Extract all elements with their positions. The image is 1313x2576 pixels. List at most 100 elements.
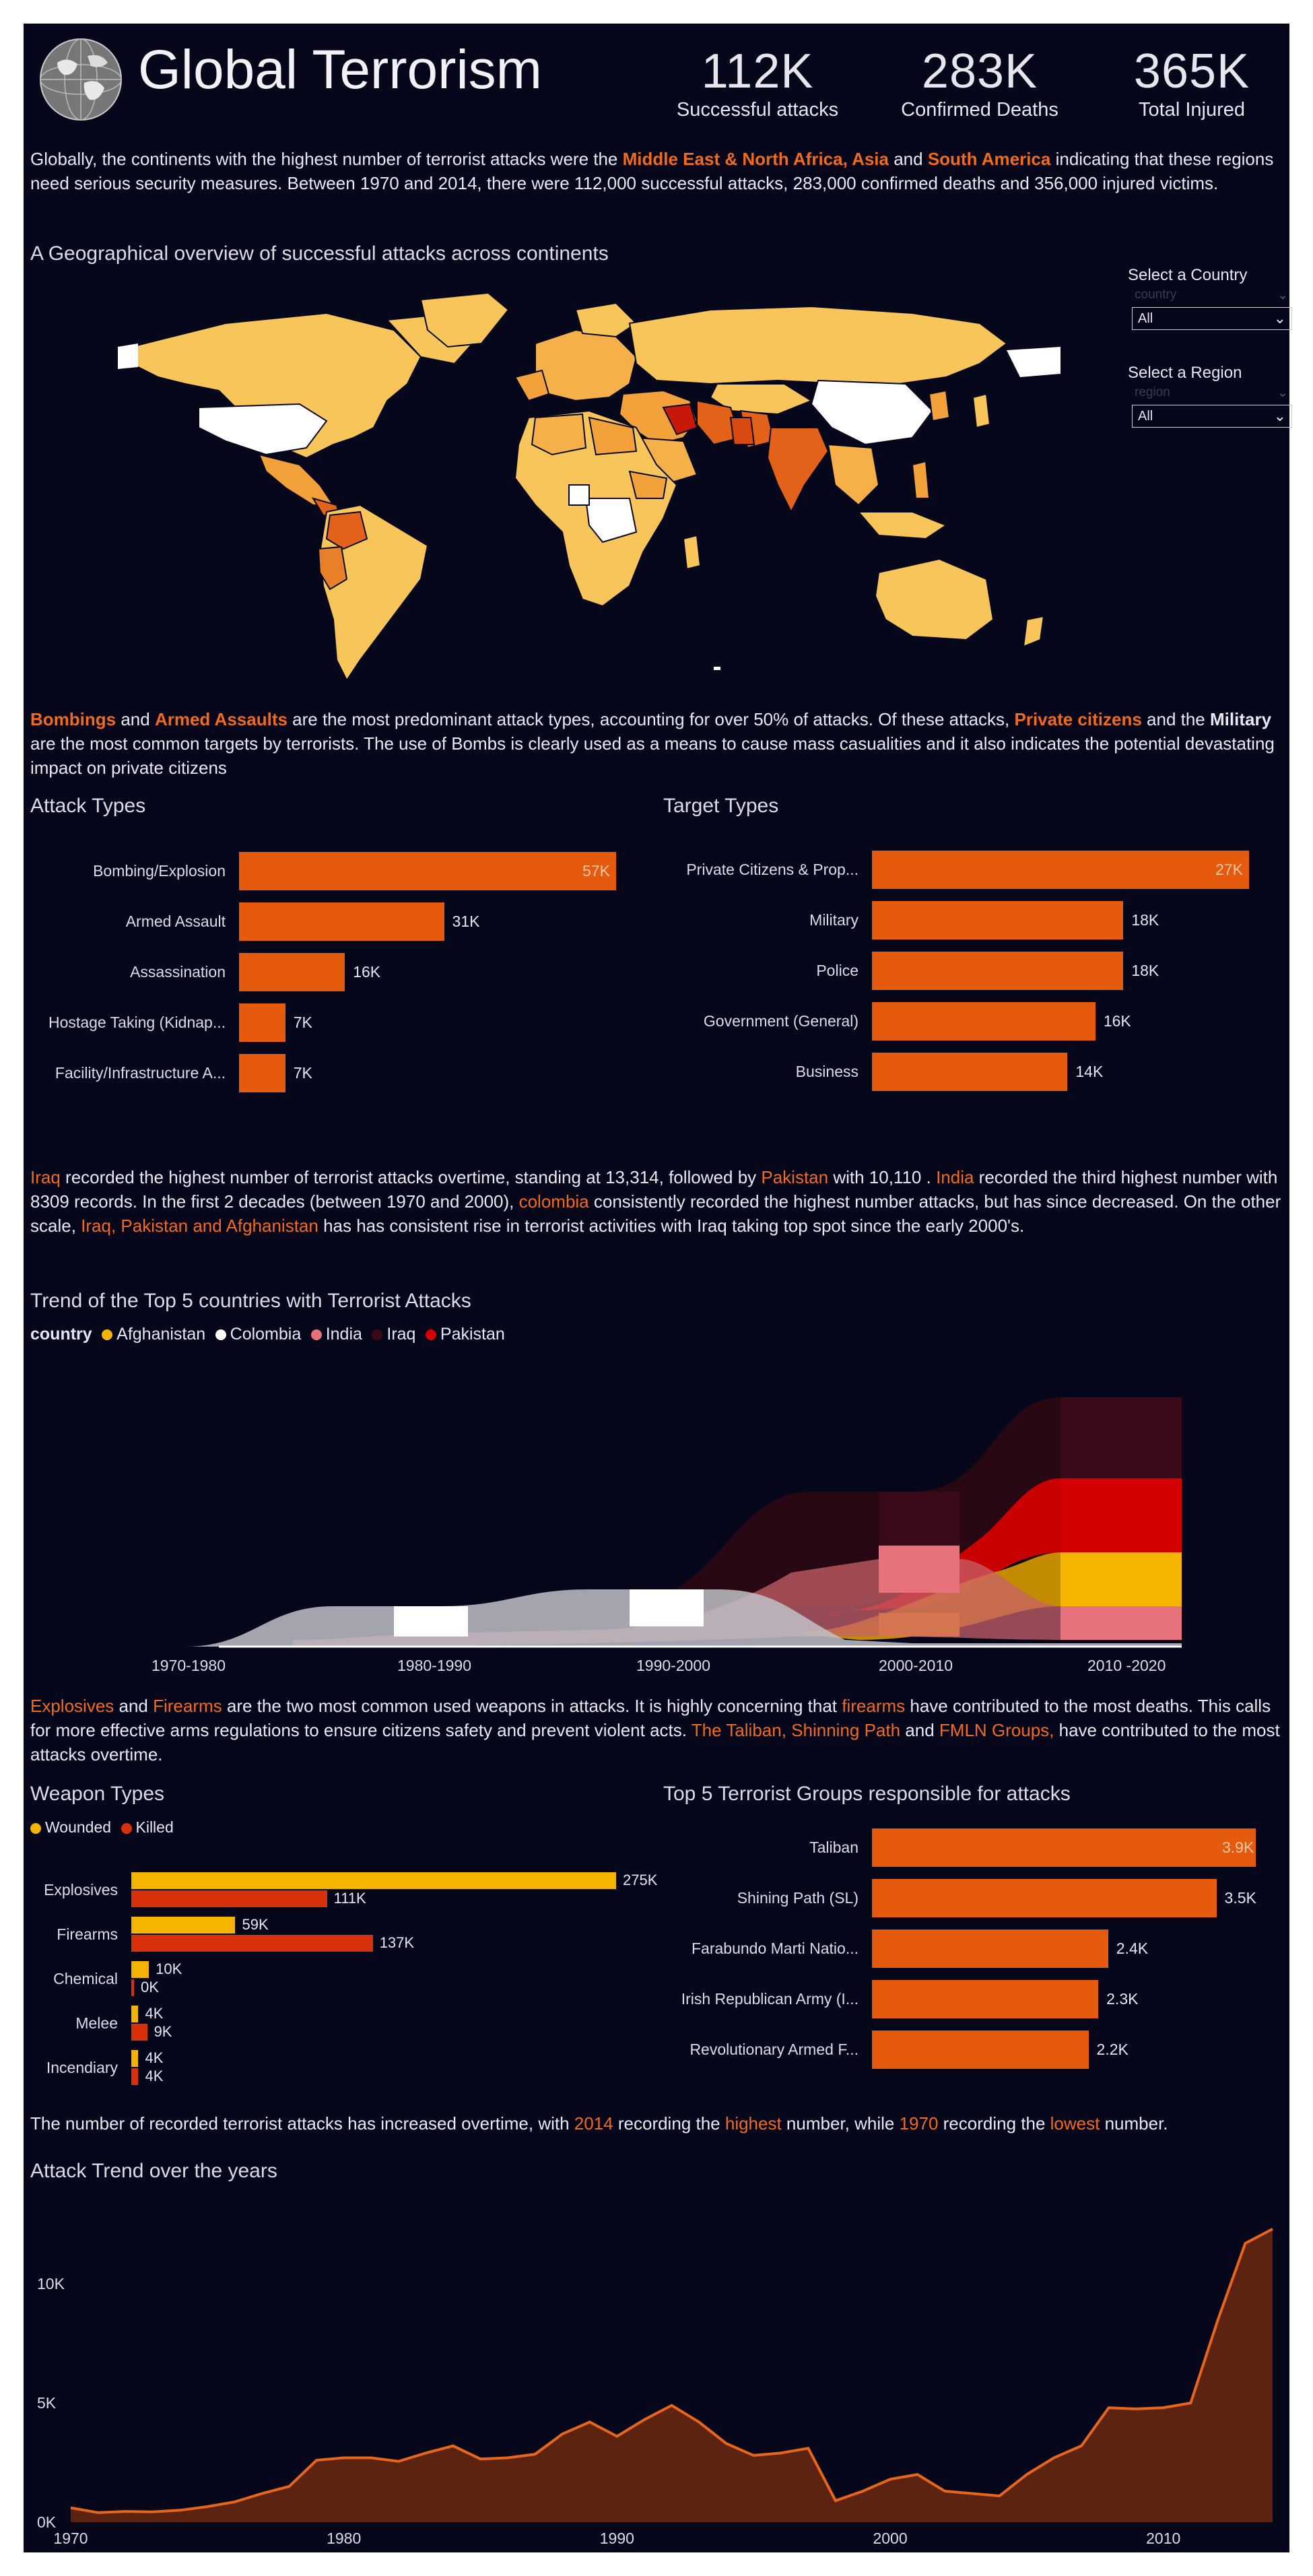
bar-row: Assassination 16K bbox=[30, 953, 650, 991]
weapon-row: Explosives 275K 111K bbox=[30, 1872, 657, 1910]
killed-value-label: 4K bbox=[145, 2068, 164, 2084]
bar-label: Taliban bbox=[809, 1839, 858, 1856]
bar[interactable] bbox=[239, 852, 616, 890]
weapon-row: Firearms 59K 137K bbox=[30, 1916, 650, 1954]
bar-row: Taliban 3.9K bbox=[663, 1828, 1283, 1867]
killed-value-label: 0K bbox=[141, 1979, 159, 1995]
bar-value-label: 27K bbox=[1215, 861, 1243, 878]
wounded-bar[interactable] bbox=[131, 2050, 139, 2067]
legend-item-india[interactable]: India bbox=[310, 1325, 362, 1344]
bar-row: Bombing/Explosion 57K bbox=[30, 852, 650, 890]
killed-bar[interactable] bbox=[131, 1935, 373, 1952]
kpi-successful-attacks: 112K Successful attacks bbox=[670, 44, 845, 121]
countries-text: Iraq recorded the highest number of terr… bbox=[30, 1167, 1281, 1236]
ribbon-chart[interactable] bbox=[118, 1370, 1222, 1667]
bar[interactable] bbox=[239, 902, 444, 941]
x-tick: 2010 -2020 bbox=[1087, 1657, 1166, 1674]
legend-item-pakistan[interactable]: Pakistan bbox=[425, 1325, 505, 1344]
legend-item-wounded[interactable]: Wounded bbox=[30, 1818, 111, 1836]
bar-label: Business bbox=[795, 1063, 858, 1080]
weapon-row: Melee 4K 9K bbox=[30, 2005, 650, 2043]
bar[interactable] bbox=[239, 1003, 285, 1042]
wounded-value-label: 275K bbox=[623, 1872, 658, 1888]
bar[interactable] bbox=[872, 901, 1124, 939]
legend-marker bbox=[372, 1329, 383, 1341]
bar-row: Farabundo Marti Natio... 2.4K bbox=[663, 1929, 1283, 1968]
world-map[interactable] bbox=[104, 283, 1074, 687]
bar-label: Incendiary bbox=[46, 2059, 118, 2076]
kpi-value: 365K bbox=[1133, 44, 1250, 98]
bar[interactable] bbox=[872, 1929, 1108, 1968]
bar-value-label: 2.3K bbox=[1106, 1990, 1139, 2008]
bar-value-label: 2.4K bbox=[1116, 1940, 1149, 1957]
bar-row: Private Citizens & Prop... 27K bbox=[663, 851, 1283, 889]
bar[interactable] bbox=[872, 952, 1124, 990]
slicer-field-label: region bbox=[1135, 385, 1170, 399]
wounded-value-label: 10K bbox=[156, 1960, 182, 1977]
bar-row: Business 14K bbox=[663, 1053, 1283, 1091]
years-text: The number of recorded terrorist attacks… bbox=[30, 2113, 1168, 2134]
y-tick-label: 0K bbox=[37, 2513, 57, 2531]
killed-bar[interactable] bbox=[131, 1979, 134, 1996]
region-dropdown[interactable]: All ⌄ bbox=[1132, 405, 1292, 428]
wounded-bar[interactable] bbox=[131, 1961, 149, 1978]
wounded-bar[interactable] bbox=[131, 1917, 236, 1934]
wounded-bar[interactable] bbox=[131, 2006, 139, 2022]
bar[interactable] bbox=[872, 1980, 1099, 2018]
bar-row: Military 18K bbox=[663, 901, 1283, 939]
area-chart-title: Attack Trend over the years bbox=[30, 2160, 277, 2182]
attack-types-chart: Bombing/Explosion 57K Armed Assault 31K Assa… bbox=[30, 852, 650, 1115]
bar[interactable] bbox=[872, 2030, 1089, 2069]
legend-item-afghanistan[interactable]: Afghanistan bbox=[102, 1325, 205, 1344]
bar[interactable] bbox=[872, 1053, 1068, 1091]
map-title: A Geographical overview of successful at… bbox=[30, 242, 609, 265]
legend-item-colombia[interactable]: Colombia bbox=[215, 1325, 301, 1344]
x-tick-label: 2000 bbox=[873, 2530, 907, 2547]
bar-value-label: 16K bbox=[353, 963, 381, 981]
bar[interactable] bbox=[872, 1879, 1217, 1917]
bar-value-label: 14K bbox=[1075, 1063, 1104, 1080]
dashboard: Global Terrorism 112K Successful attacks… bbox=[24, 24, 1292, 2552]
chevron-down-icon[interactable]: ⌄ bbox=[1277, 386, 1288, 400]
bar-label: Military bbox=[809, 911, 858, 929]
bar-label: Explosives bbox=[44, 1881, 118, 1898]
weapon-row: Incendiary 4K 4K bbox=[30, 2049, 650, 2088]
wounded-bar[interactable] bbox=[131, 1872, 616, 1889]
target-types-title: Target Types bbox=[663, 795, 779, 817]
bar[interactable] bbox=[872, 1002, 1096, 1041]
country-dropdown[interactable]: All ⌄ bbox=[1132, 307, 1292, 330]
x-tick-label: 1990 bbox=[600, 2530, 634, 2547]
kpi-label: Confirmed Deaths bbox=[901, 99, 1058, 121]
x-tick-label: 1980 bbox=[327, 2530, 361, 2547]
killed-bar[interactable] bbox=[131, 1890, 327, 1907]
bar[interactable] bbox=[872, 1828, 1256, 1867]
bar-label: Firearms bbox=[57, 1925, 118, 1943]
legend-item-killed[interactable]: Killed bbox=[121, 1818, 174, 1836]
legend-item-iraq[interactable]: Iraq bbox=[372, 1325, 415, 1344]
bar-row: Irish Republican Army (I... 2.3K bbox=[663, 1980, 1283, 2018]
wounded-value-label: 4K bbox=[145, 2049, 164, 2066]
bar-label: Assassination bbox=[130, 963, 226, 981]
killed-bar[interactable] bbox=[131, 2024, 147, 2041]
chevron-down-icon[interactable]: ⌄ bbox=[1277, 288, 1288, 302]
bar[interactable] bbox=[239, 1054, 285, 1092]
bar-row: Facility/Infrastructure A... 7K bbox=[30, 1054, 650, 1092]
slicer-title: Select a Country bbox=[1128, 266, 1248, 284]
kpi-value: 283K bbox=[921, 44, 1038, 98]
killed-bar[interactable] bbox=[131, 2068, 139, 2085]
series-line[interactable] bbox=[70, 2227, 1273, 2514]
bar-value-label: 3.9K bbox=[1222, 1839, 1254, 1856]
kpi-label: Successful attacks bbox=[676, 99, 839, 121]
trend-title: Trend of the Top 5 countries with Terror… bbox=[30, 1290, 471, 1312]
target-types-chart: Private Citizens & Prop... 27K Military 18K… bbox=[663, 851, 1283, 1113]
bar-value-label: 18K bbox=[1131, 962, 1159, 979]
legend-marker bbox=[310, 1329, 322, 1341]
attack-trend-area-chart[interactable]: 0K 5K 10K 1970 1980 1990 2000 2010 bbox=[24, 2199, 1289, 2549]
bar-value-label: 7K bbox=[293, 1064, 312, 1082]
bar-value-label: 18K bbox=[1131, 911, 1159, 929]
bar[interactable] bbox=[872, 851, 1249, 889]
kpi-total-injured: 365K Total Injured bbox=[1114, 44, 1269, 121]
bar-label: Police bbox=[816, 962, 858, 979]
ribbon-x-axis: 1970-1980 1980-1990 1990-2000 2000-2010 … bbox=[118, 1657, 1222, 1677]
bar[interactable] bbox=[239, 953, 345, 991]
